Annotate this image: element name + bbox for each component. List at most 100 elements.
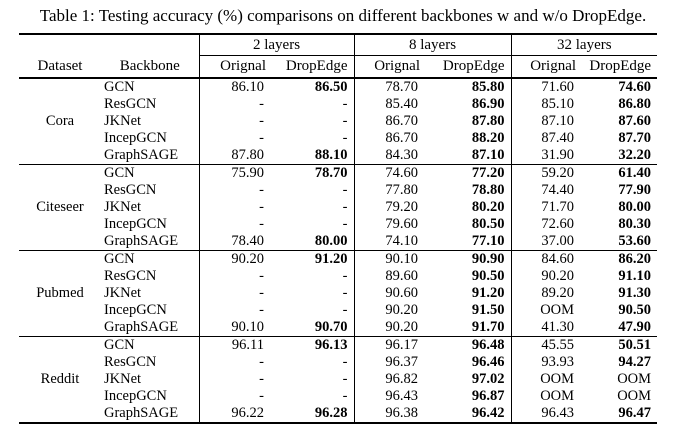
orignal-value: 87.80 <box>198 147 277 165</box>
col-header-dropedge-32layers: DropEdge <box>587 55 658 79</box>
orignal-value: 37.00 <box>510 233 588 251</box>
orignal-value: - <box>198 354 277 371</box>
dropedge-value: - <box>342 285 348 301</box>
dropedge-value: 90.70 <box>314 319 348 335</box>
dropedge-value: 47.90 <box>618 319 652 335</box>
orignal-value: 89.60 <box>353 268 432 285</box>
col-group-32-layers: 32 layers <box>510 34 658 56</box>
dropedge-value: 86.50 <box>314 79 348 95</box>
orignal-value: 87.40 <box>510 130 588 147</box>
table-row: GraphSAGE 87.80 88.10 84.30 87.10 31.90 32.20 <box>19 147 657 165</box>
backbone-label: JKNet <box>104 113 142 129</box>
orignal-value: 96.43 <box>353 388 432 405</box>
dropedge-value: 96.48 <box>471 337 505 353</box>
dropedge-value: 77.20 <box>471 165 505 181</box>
dropedge-value: OOM <box>617 371 652 387</box>
orignal-value: 75.90 <box>198 164 277 182</box>
orignal-value: 74.60 <box>353 164 432 182</box>
orignal-value: 72.60 <box>510 216 588 233</box>
dropedge-value: 50.51 <box>618 337 652 353</box>
dropedge-value: 96.28 <box>314 405 348 421</box>
col-group-8-layers: 8 layers <box>353 34 512 56</box>
orignal-value: 96.37 <box>353 354 432 371</box>
dataset-group-citeseer: Citeseer GCN 75.90 78.70 74.60 77.20 59.20 61.4… <box>19 164 658 251</box>
orignal-value: 93.93 <box>510 354 588 371</box>
dropedge-value: 94.27 <box>618 354 652 370</box>
backbone-label: IncepGCN <box>104 302 167 318</box>
dropedge-value: 61.40 <box>618 165 652 181</box>
backbone-label: GraphSAGE <box>104 147 179 163</box>
empty-corner-cell <box>19 34 199 56</box>
dropedge-value: - <box>342 354 348 370</box>
table-row: JKNet - -96.82 97.02 OOM OOM <box>19 371 657 388</box>
orignal-value: 96.38 <box>353 405 432 423</box>
dropedge-value: 90.50 <box>618 302 652 318</box>
table-row: JKNet - -86.70 87.80 87.10 87.60 <box>19 113 657 130</box>
orignal-value: - <box>198 285 277 302</box>
dropedge-value: 96.42 <box>471 405 505 421</box>
dataset-group-reddit: Reddit GCN 96.11 96.13 96.17 96.48 45.55 50.51 R… <box>19 336 657 423</box>
column-header-row: Dataset Backbone Orignal DropEdge Origna… <box>19 55 658 79</box>
dropedge-value: - <box>342 199 348 215</box>
dropedge-value: 87.10 <box>471 147 505 163</box>
table-row: ResGCN - -96.37 96.46 93.93 94.27 <box>19 354 657 371</box>
orignal-value: - <box>198 216 277 233</box>
orignal-value: 71.60 <box>510 78 588 96</box>
orignal-value: 74.40 <box>510 182 588 199</box>
orignal-value: - <box>198 130 277 147</box>
orignal-value: 96.11 <box>198 336 277 354</box>
dropedge-value: 90.90 <box>471 251 505 267</box>
dropedge-value: 80.00 <box>618 199 652 215</box>
orignal-value: 96.17 <box>353 336 432 354</box>
dropedge-value: 85.80 <box>471 79 505 95</box>
dropedge-value: 96.87 <box>471 388 505 404</box>
orignal-value: - <box>198 96 277 113</box>
dropedge-value: - <box>342 388 348 404</box>
layer-group-header-row: 2 layers 8 layers 32 layers <box>19 34 658 56</box>
dropedge-value: - <box>342 96 348 112</box>
backbone-label: GraphSAGE <box>104 319 179 335</box>
backbone-label: GraphSAGE <box>104 405 179 421</box>
table-row: ResGCN - -77.80 78.80 74.40 77.90 <box>19 182 657 199</box>
table-row: Cora GCN 86.10 86.50 78.70 85.80 71.60 74.60 <box>19 78 657 129</box>
orignal-value: 85.40 <box>353 96 432 113</box>
dropedge-value: 91.70 <box>471 319 505 335</box>
orignal-value: - <box>198 302 277 319</box>
table-row: GraphSAGE 96.22 96.28 96.38 96.42 96.43 96.47 <box>19 405 657 423</box>
col-header-orignal-8layers: Orignal <box>353 55 432 79</box>
backbone-label: ResGCN <box>104 182 157 198</box>
dropedge-value: 53.60 <box>618 233 652 249</box>
dropedge-value: 87.60 <box>618 113 652 129</box>
dropedge-value: 77.90 <box>618 182 652 198</box>
dropedge-value: 91.30 <box>618 285 652 301</box>
table-row: ResGCN - -85.40 86.90 85.10 86.80 <box>19 96 657 113</box>
orignal-value: 96.43 <box>510 405 588 423</box>
backbone-label: GraphSAGE <box>104 233 179 249</box>
col-header-dropedge-8layers: DropEdge <box>431 55 512 79</box>
backbone-label: IncepGCN <box>104 130 167 146</box>
dropedge-value: 96.13 <box>314 337 348 353</box>
table-row: Pubmed GCN 90.20 91.20 90.10 90.90 84.60 86.20 <box>19 250 657 301</box>
backbone-label: GCN <box>104 165 135 181</box>
orignal-value: 31.90 <box>510 147 588 165</box>
dropedge-value: 96.46 <box>471 354 505 370</box>
orignal-value: 90.60 <box>353 285 432 302</box>
orignal-value: 78.40 <box>198 233 277 251</box>
table-row: IncepGCN - -90.20 91.50 OOM 90.50 <box>19 302 657 319</box>
orignal-value: 74.10 <box>353 233 432 251</box>
dropedge-value: 86.90 <box>471 96 505 112</box>
dropedge-value: - <box>342 268 348 284</box>
dropedge-value: - <box>342 302 348 318</box>
orignal-value: 90.10 <box>353 250 432 268</box>
orignal-value: 41.30 <box>510 319 588 337</box>
backbone-label: GCN <box>104 79 135 95</box>
backbone-label: GCN <box>104 251 135 267</box>
col-header-backbone: Backbone <box>101 55 199 79</box>
table-caption: Table 1: Testing accuracy (%) comparison… <box>39 6 647 25</box>
table-row: IncepGCN - -86.70 88.20 87.40 87.70 <box>19 130 657 147</box>
col-group-2-layers: 2 layers <box>198 34 355 56</box>
backbone-label: ResGCN <box>104 354 157 370</box>
dropedge-value: 74.60 <box>618 79 652 95</box>
dropedge-value: 88.20 <box>471 130 505 146</box>
backbone-label: JKNet <box>104 285 142 301</box>
